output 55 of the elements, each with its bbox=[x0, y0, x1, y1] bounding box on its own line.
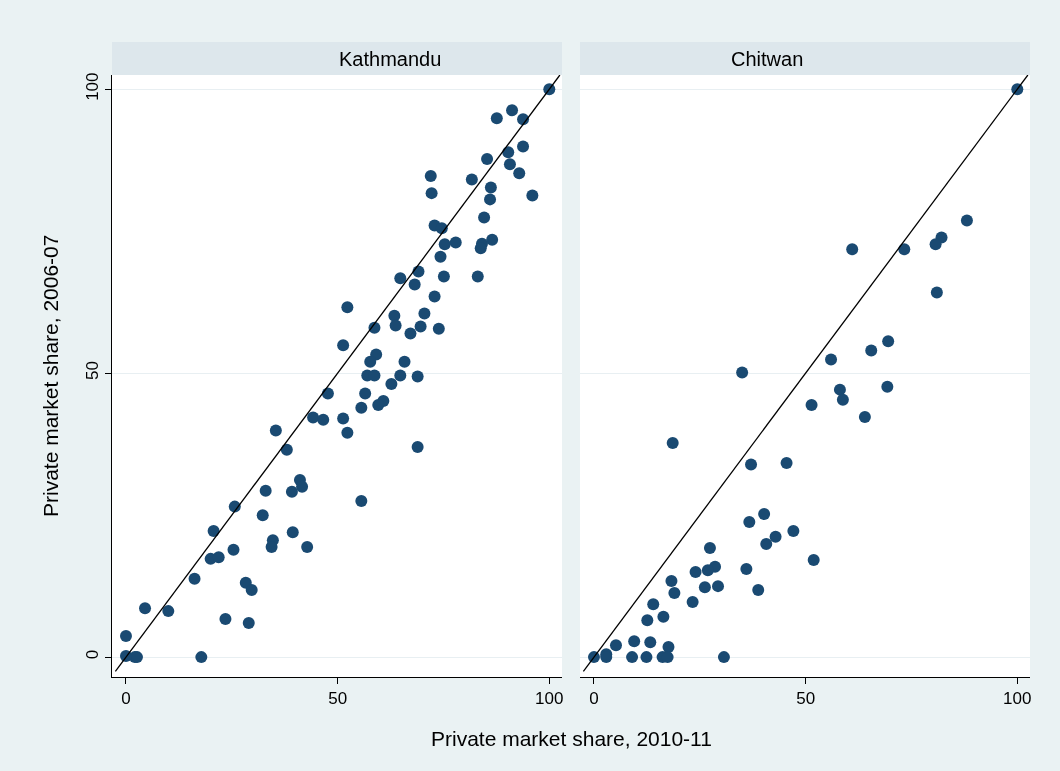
point bbox=[701, 564, 714, 577]
point bbox=[736, 366, 749, 379]
point bbox=[960, 214, 973, 227]
point bbox=[698, 581, 711, 594]
point bbox=[689, 565, 702, 578]
point bbox=[743, 515, 756, 528]
point bbox=[836, 393, 849, 406]
point bbox=[644, 636, 657, 649]
point bbox=[858, 410, 871, 423]
x-axis-title: Private market share, 2010-11 bbox=[431, 727, 712, 750]
point bbox=[760, 538, 773, 551]
point bbox=[846, 243, 859, 256]
point bbox=[666, 437, 679, 450]
x-tick-label: 100 bbox=[535, 689, 564, 709]
point bbox=[929, 238, 942, 251]
point bbox=[609, 639, 622, 652]
point bbox=[657, 610, 670, 623]
chart-title: Kathmandu bbox=[339, 48, 442, 70]
point bbox=[881, 380, 894, 393]
point bbox=[628, 635, 641, 648]
point bbox=[758, 508, 771, 520]
point bbox=[686, 596, 699, 609]
point bbox=[807, 554, 820, 566]
point bbox=[745, 458, 758, 471]
point bbox=[898, 243, 911, 256]
point bbox=[752, 584, 765, 597]
point bbox=[825, 353, 838, 366]
point bbox=[703, 542, 716, 555]
x-tick-label: 100 bbox=[1003, 689, 1032, 709]
point bbox=[668, 586, 681, 599]
y-tick-label: 50 bbox=[83, 361, 103, 381]
point bbox=[717, 651, 730, 664]
point bbox=[805, 398, 818, 411]
point bbox=[865, 344, 878, 357]
point bbox=[787, 525, 800, 538]
point bbox=[930, 286, 943, 299]
point bbox=[769, 530, 782, 543]
point bbox=[712, 580, 725, 593]
y-axis-title: Private market share, 2006-07 bbox=[39, 234, 62, 517]
point bbox=[833, 383, 846, 396]
point bbox=[641, 614, 654, 627]
y-tick-label: 0 bbox=[83, 649, 103, 660]
x-tick-label: 0 bbox=[589, 689, 599, 709]
point bbox=[647, 598, 660, 611]
x-tick-label: 0 bbox=[121, 689, 131, 709]
y-tick-label: 100 bbox=[83, 72, 103, 101]
point bbox=[626, 651, 639, 664]
point bbox=[882, 335, 895, 348]
point bbox=[640, 651, 653, 664]
x-tick-label: 50 bbox=[328, 689, 348, 709]
point bbox=[740, 563, 753, 576]
point bbox=[780, 456, 793, 469]
chart-title: Chitwan bbox=[731, 48, 804, 70]
point bbox=[665, 575, 678, 588]
x-tick-label: 50 bbox=[796, 689, 816, 709]
